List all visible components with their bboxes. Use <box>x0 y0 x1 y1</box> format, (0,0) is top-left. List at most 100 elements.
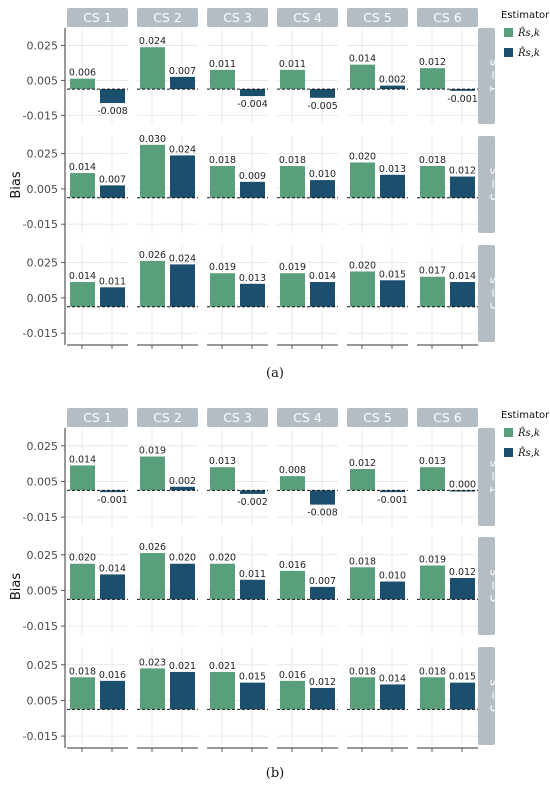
bar-value-label: -0.002 <box>237 497 268 508</box>
facet-strip <box>277 8 338 27</box>
bar-value-label: 0.014 <box>69 271 96 282</box>
bar-value-label: 0.007 <box>99 174 126 185</box>
facet-strip <box>207 8 268 27</box>
legend-label: R̃s,k <box>517 447 540 459</box>
y-axis-title: Bias <box>9 171 24 198</box>
y-tick-label: 0.005 <box>27 183 59 196</box>
bar-estimator-1 <box>280 570 305 600</box>
bar-estimator-1 <box>140 456 165 491</box>
bar-value-label: 0.018 <box>349 556 376 567</box>
y-tick-label: 0.005 <box>27 694 59 707</box>
bar-value-label: 0.013 <box>379 164 406 175</box>
bar-value-label: -0.008 <box>97 106 128 117</box>
bar-estimator-2 <box>450 176 475 198</box>
bar-value-label: 0.019 <box>419 555 446 566</box>
bar-value-label: 0.018 <box>349 666 376 677</box>
bar-estimator-2 <box>380 85 405 90</box>
bar-value-label: 0.013 <box>419 456 446 467</box>
bar-estimator-2 <box>310 687 335 710</box>
bar-value-label: 0.019 <box>209 262 236 273</box>
bar-estimator-1 <box>210 165 235 198</box>
bar-value-label: -0.001 <box>447 94 478 105</box>
chart-panel-a: CS 1 CS 2 CS 3 CS 4 CS 5 CS 6 s = 1 0.025 0.005 -… <box>9 8 550 381</box>
legend-swatch <box>504 448 513 457</box>
bar-estimator-1 <box>140 553 165 600</box>
bar-value-label: 0.013 <box>239 273 266 284</box>
figure-caption: (b) <box>266 766 284 781</box>
bar-estimator-1 <box>420 565 445 600</box>
bar-value-label: 0.020 <box>349 151 376 162</box>
y-tick-label: 0.025 <box>27 549 59 562</box>
bar-estimator-2 <box>450 89 475 91</box>
bar-estimator-2 <box>240 283 265 307</box>
bar-estimator-2 <box>100 287 125 307</box>
bar-estimator-2 <box>380 684 405 710</box>
bar-value-label: 0.030 <box>139 134 166 145</box>
bar-estimator-2 <box>380 581 405 600</box>
bar-estimator-1 <box>350 567 375 600</box>
facet-column-label: CS 4 <box>293 10 322 25</box>
bar-value-label: 0.012 <box>309 677 336 688</box>
bar-estimator-1 <box>280 165 305 198</box>
bar-estimator-1 <box>280 680 305 710</box>
bar-estimator-1 <box>280 273 305 307</box>
bar-estimator-2 <box>240 682 265 710</box>
bar-value-label: 0.010 <box>379 571 406 582</box>
y-tick-label: 0.005 <box>27 292 59 305</box>
bar-value-label: 0.012 <box>449 567 476 578</box>
bar-estimator-2 <box>310 180 335 198</box>
bar-estimator-2 <box>170 155 195 198</box>
bar-value-label: 0.023 <box>139 657 166 668</box>
bar-estimator-1 <box>420 276 445 307</box>
bar-estimator-2 <box>240 490 265 494</box>
bar-estimator-1 <box>350 677 375 710</box>
bar-value-label: 0.020 <box>69 553 96 564</box>
bar-estimator-1 <box>210 467 235 491</box>
facet-row-label: s = 5 <box>488 277 503 310</box>
bar-estimator-1 <box>280 476 305 491</box>
facet-strip <box>417 8 478 27</box>
facet-strip <box>478 136 495 233</box>
facet-strip <box>207 408 268 427</box>
bar-value-label: 0.026 <box>139 542 166 553</box>
legend-title: Estimator <box>501 10 550 21</box>
bar-value-label: 0.015 <box>449 672 476 683</box>
bar-value-label: 0.016 <box>279 670 306 681</box>
bar-value-label: 0.012 <box>449 166 476 177</box>
facet-column-label: CS 2 <box>153 410 182 425</box>
bar-estimator-2 <box>170 563 195 600</box>
bar-estimator-1 <box>350 162 375 198</box>
bar-value-label: 0.020 <box>349 260 376 271</box>
bar-value-label: 0.014 <box>69 454 96 465</box>
bar-estimator-1 <box>140 144 165 198</box>
bar-estimator-1 <box>210 69 235 90</box>
bar-estimator-2 <box>310 282 335 307</box>
bar-value-label: 0.024 <box>139 36 166 47</box>
facet-row-label: s = 5 <box>488 680 503 713</box>
bar-value-label: 0.018 <box>279 155 306 166</box>
facet-strip <box>277 408 338 427</box>
bar-value-label: 0.021 <box>169 661 196 672</box>
bar-value-label: 0.018 <box>419 666 446 677</box>
bar-estimator-1 <box>70 173 95 198</box>
bar-value-label: 0.014 <box>379 673 406 684</box>
bar-value-label: 0.018 <box>419 155 446 166</box>
bar-estimator-1 <box>420 165 445 198</box>
facet-strip <box>478 245 495 342</box>
bar-value-label: 0.018 <box>209 155 236 166</box>
bar-estimator-2 <box>310 89 335 98</box>
bar-value-label: 0.000 <box>449 479 476 490</box>
bar-estimator-1 <box>420 467 445 491</box>
bar-value-label: 0.011 <box>209 59 236 70</box>
bar-estimator-1 <box>140 668 165 710</box>
facet-strip <box>478 428 495 526</box>
bar-value-label: 0.014 <box>99 563 126 574</box>
bar-estimator-1 <box>70 677 95 710</box>
bar-value-label: 0.015 <box>379 269 406 280</box>
bar-value-label: 0.024 <box>169 253 196 264</box>
bar-value-label: 0.020 <box>209 553 236 564</box>
bar-estimator-2 <box>100 680 125 710</box>
bar-estimator-2 <box>240 181 265 198</box>
legend-swatch <box>504 428 513 437</box>
